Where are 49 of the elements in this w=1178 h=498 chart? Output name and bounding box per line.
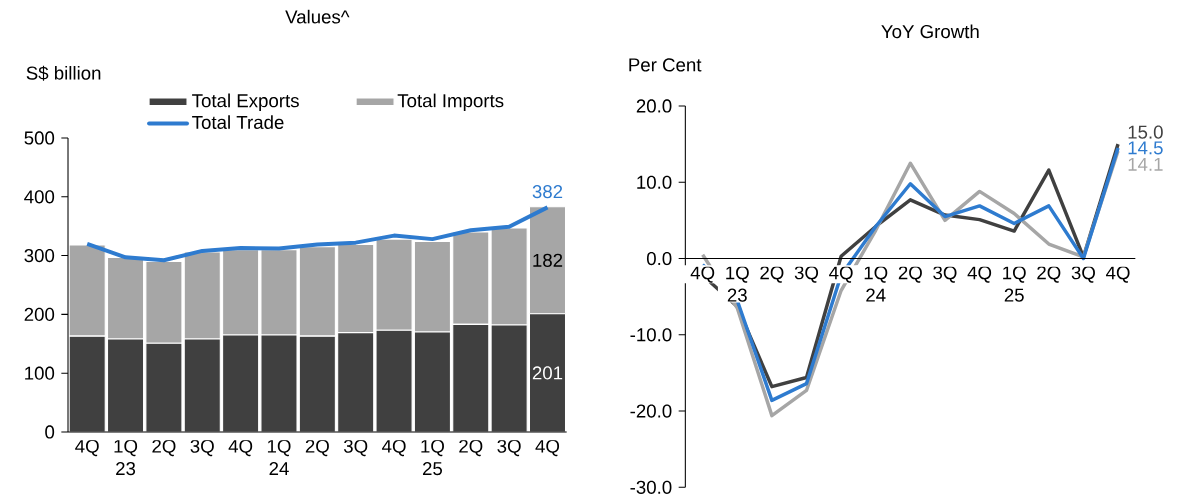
x-tick-label: 3Q xyxy=(794,266,819,283)
x-tick-label: 3Q xyxy=(190,439,214,457)
y-tick-label: 300 xyxy=(24,248,55,263)
x-tick-label: 2Q xyxy=(305,439,329,457)
x-tick-label: 1Q 25 xyxy=(421,439,444,476)
y-tick-label: 20.0 xyxy=(636,99,672,113)
y-tick-label: 100 xyxy=(25,366,55,380)
x-tick-label: 4Q xyxy=(228,439,253,457)
x-tick-label: 1Q 25 xyxy=(1003,266,1026,302)
x-tick-label: 2Q xyxy=(152,439,176,457)
x-tick-label: 4Q xyxy=(75,439,99,457)
x-tick-label: 3Q xyxy=(1071,266,1095,283)
x-tick-label: 3Q xyxy=(933,266,957,283)
y-tick-label: -20.0 xyxy=(630,404,672,418)
data-label: 15.0 xyxy=(1128,125,1163,139)
chart-title: YoY Growth xyxy=(881,24,979,39)
x-tick-label: 2Q xyxy=(760,266,784,283)
y-tick-label: 0.0 xyxy=(646,251,672,266)
y-tick-label: 400 xyxy=(24,190,55,204)
x-tick-label: 4Q xyxy=(382,439,406,457)
y-tick-label: 200 xyxy=(24,307,55,321)
legend-label: Total Imports xyxy=(397,93,504,112)
legend-label: Total Exports xyxy=(192,93,299,112)
y-tick-label: 0 xyxy=(45,425,55,439)
data-label: 14.1 xyxy=(1128,157,1163,171)
x-tick-label: 1Q 23 xyxy=(114,439,138,476)
y-tick-label: -30.0 xyxy=(630,480,672,494)
chart-title: Values^ xyxy=(285,9,350,24)
x-tick-label: 1Q 24 xyxy=(864,266,888,302)
data-label: 182 xyxy=(533,253,563,267)
x-tick-label: 2Q xyxy=(898,266,922,283)
data-label: 382 xyxy=(532,184,563,199)
y-axis-title: Per Cent xyxy=(629,58,702,72)
data-label: 201 xyxy=(532,366,563,380)
data-label: 14.5 xyxy=(1128,141,1163,155)
y-axis-title: S$ billion xyxy=(26,65,101,81)
y-tick-label: -10.0 xyxy=(630,328,672,342)
x-tick-label: 3Q xyxy=(343,439,368,457)
x-tick-label: 1Q 24 xyxy=(267,439,291,476)
x-tick-label: 2Q xyxy=(459,439,483,457)
y-tick-label: 10.0 xyxy=(637,175,672,189)
x-tick-label: 4Q xyxy=(1106,266,1130,283)
x-tick-label: 1Q 23 xyxy=(726,266,749,302)
x-tick-label: 2Q xyxy=(1037,266,1061,283)
legend-label: Total Trade xyxy=(192,115,284,129)
y-tick-label: 500 xyxy=(24,131,55,145)
x-tick-label: 4Q xyxy=(967,266,992,283)
x-tick-label: 3Q xyxy=(497,439,521,457)
x-tick-label: 4Q xyxy=(535,439,560,457)
